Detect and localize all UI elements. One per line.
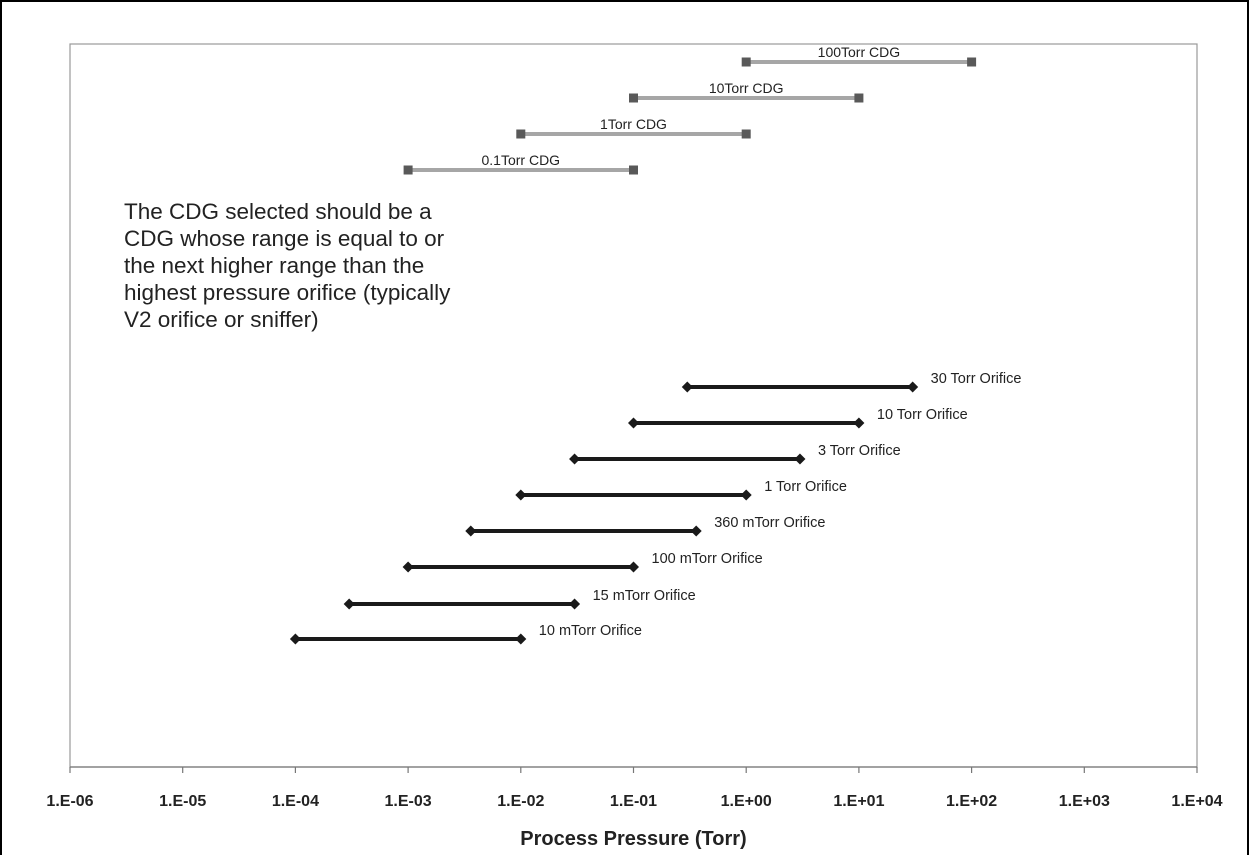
orifice-range-label: 10 mTorr Orifice (539, 623, 642, 639)
x-tick-label: 1.E-04 (272, 793, 319, 810)
x-tick-label: 1.E+01 (833, 793, 884, 810)
x-tick-label: 1.E-06 (46, 793, 93, 810)
cdg-range-marker (403, 165, 413, 175)
x-tick-label: 1.E+03 (1059, 793, 1110, 810)
x-tick-label: 1.E-02 (497, 793, 544, 810)
cdg-range-marker (629, 93, 638, 103)
orifice-range-marker (794, 453, 806, 465)
orifice-range-label: 3 Torr Orifice (818, 443, 901, 459)
orifice-range-marker (465, 525, 477, 537)
cdg-range-marker (967, 57, 977, 67)
orifice-range-label: 15 mTorr Orifice (593, 588, 696, 604)
orifice-range-marker (569, 453, 581, 465)
orifice-range-marker (515, 489, 527, 501)
orifice-range-label: 100 mTorr Orifice (652, 551, 763, 567)
x-tick-label: 1.E-03 (385, 793, 432, 810)
orifice-range-label: 360 mTorr Orifice (714, 515, 825, 531)
cdg-ranges: 100Torr CDG 10Torr CDG 1Torr CDG 0.1Torr CD… (403, 44, 977, 175)
orifice-range-marker (907, 381, 919, 393)
x-axis-ticks: 1.E-06 1.E-05 1.E-04 1.E-03 1.E-02 1.E-01 1.E+… (46, 767, 1223, 810)
cdg-range-label: 1Torr CDG (600, 116, 667, 132)
orifice-ranges: 30 Torr Orifice 10 Torr Orifice 3 Torr Ori… (289, 371, 1022, 645)
x-tick-label: 1.E-01 (610, 793, 657, 810)
cdg-range-label: 0.1Torr CDG (482, 152, 561, 168)
orifice-range-label: 1 Torr Orifice (764, 479, 847, 495)
orifice-range-label: 30 Torr Orifice (931, 371, 1022, 387)
x-tick-label: 1.E-05 (159, 793, 206, 810)
cdg-range-label: 10Torr CDG (709, 80, 784, 96)
cdg-range-marker (629, 165, 638, 175)
orifice-range-marker (569, 598, 581, 610)
x-tick-label: 1.E+00 (721, 793, 772, 810)
cdg-range-marker (516, 129, 526, 139)
cdg-selection-annotation: The CDG selected should be a CDG whose r… (124, 199, 451, 332)
orifice-range-marker (343, 598, 355, 610)
x-axis-title: Process Pressure (Torr) (520, 828, 747, 850)
orifice-range-marker (289, 633, 301, 645)
x-tick-label: 1.E+04 (1171, 793, 1222, 810)
x-tick-label: 1.E+02 (946, 793, 997, 810)
cdg-range-marker (854, 93, 864, 103)
plot-area (69, 43, 1198, 768)
orifice-range-marker (853, 417, 865, 429)
cdg-range-marker (741, 57, 751, 67)
orifice-range-marker (628, 417, 639, 429)
orifice-range-marker (740, 489, 752, 501)
orifice-range-marker (690, 525, 702, 537)
cdg-range-label: 100Torr CDG (818, 44, 900, 60)
orifice-range-marker (681, 381, 693, 393)
orifice-range-marker (515, 633, 527, 645)
orifice-range-label: 10 Torr Orifice (877, 407, 968, 423)
orifice-range-marker (628, 561, 639, 573)
cdg-range-marker (741, 129, 751, 139)
orifice-range-marker (402, 561, 414, 573)
